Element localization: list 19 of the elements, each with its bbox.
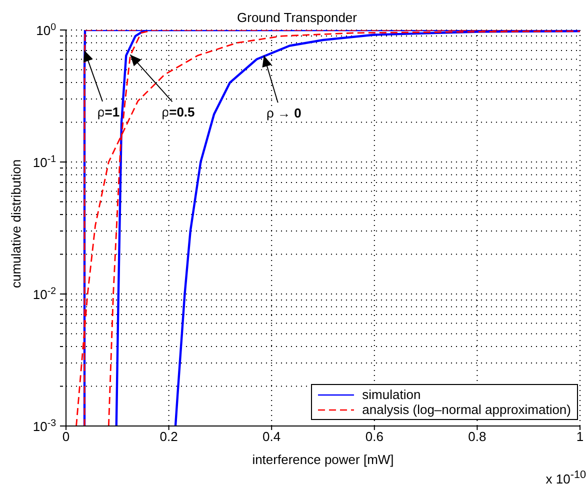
x-tick-label: 0.4 [262,429,281,444]
y-tick-label: 10$^{-1}$ [32,154,56,170]
annotation: ρ=0.5 [162,104,195,120]
x-tick-label: 0 [62,429,70,444]
chart-title: Ground Transponder [237,10,357,25]
annotation: ρ=1 [97,104,120,120]
x-tick-label: 1 [576,429,584,444]
y-tick-label: 10$^{0}$ [36,22,57,38]
annotation: ρ → 0 [266,106,302,121]
y-tick-label: 10$^{-3}$ [32,418,56,434]
x-axis-title: interference power [mW] [252,452,394,467]
legend-label: simulation [362,387,421,402]
x-tick-label: 0.8 [468,429,486,444]
y-axis-title: cumulative distribution [8,159,24,288]
y-tick-label: 10$^{-2}$ [32,286,56,302]
x-tick-label: 0.6 [365,429,384,444]
legend-label: analysis (log–normal approximation) [362,402,571,417]
text: x 10$^{-10}$ [546,468,586,486]
x-tick-label: 0.2 [160,429,178,444]
